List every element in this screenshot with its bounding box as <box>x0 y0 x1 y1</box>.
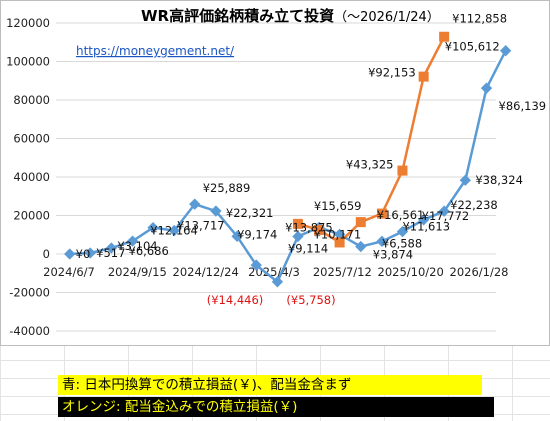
data-label: ¥25,889 <box>203 181 251 195</box>
y-tick-label: -20000 <box>9 286 50 300</box>
data-label: ¥38,324 <box>475 173 523 187</box>
blog-url[interactable]: https://moneygement.net/ <box>76 44 235 58</box>
marker-point <box>418 71 429 82</box>
x-axis-ticks: 2024/6/7 2024/9/15 2024/12/24 2025/4/3 2025/… <box>43 265 508 279</box>
data-label: ¥12,164 <box>150 224 198 238</box>
y-tick-label: 60000 <box>13 132 50 146</box>
marker-point <box>355 217 366 228</box>
data-label: (¥5,758) <box>286 293 335 307</box>
data-label: ¥16,561 <box>377 208 425 222</box>
gridlines <box>56 22 496 332</box>
data-label: ¥15,659 <box>314 199 362 213</box>
marker-point <box>231 230 243 242</box>
data-label: ¥517 <box>96 246 125 260</box>
x-tick-label: 2026/1/28 <box>450 265 509 279</box>
y-tick-label: 80000 <box>13 93 50 107</box>
marker-point <box>189 198 201 210</box>
data-label: ¥3,104 <box>117 239 157 253</box>
marker-point <box>438 205 450 217</box>
data-label: ¥9,114 <box>288 241 328 255</box>
marker-point <box>292 218 303 229</box>
y-tick-label: 40000 <box>13 170 50 184</box>
x-tick-label: 2025/7/12 <box>313 265 372 279</box>
marker-point <box>480 82 493 94</box>
data-label: ¥92,153 <box>368 66 416 80</box>
marker-point <box>417 214 430 226</box>
data-label: ¥17,772 <box>422 209 470 223</box>
data-label: ¥105,612 <box>445 40 500 54</box>
line-chart: WR高評価銘柄積み立て投資（〜2026/1/24） https://moneyg… <box>6 7 546 338</box>
marker-point <box>168 224 180 237</box>
y-tick-label: 0 <box>43 247 50 261</box>
marker-point <box>499 45 512 57</box>
data-label: (¥14,446) <box>207 293 264 307</box>
y-tick-label: 100000 <box>6 55 50 69</box>
data-labels: ¥0 ¥517¥3,104¥6,686 ¥13,717¥12,164 ¥25,889 ¥… <box>76 12 546 307</box>
y-tick-label: 20000 <box>13 209 50 223</box>
data-label: ¥22,238 <box>450 198 498 212</box>
y-tick-label: -40000 <box>9 324 50 338</box>
marker-point <box>355 240 367 253</box>
data-label: ¥3,874 <box>373 248 413 262</box>
x-tick-label: 2024/9/15 <box>108 265 167 279</box>
marker-point <box>250 259 262 271</box>
marker-point <box>396 225 409 238</box>
marker-point <box>210 205 222 217</box>
data-label: ¥112,858 <box>452 12 507 26</box>
data-label: ¥22,321 <box>226 206 274 220</box>
data-label: ¥13,875 <box>285 220 333 234</box>
marker-point <box>459 174 471 186</box>
marker-point <box>292 230 304 243</box>
marker-point <box>439 31 450 42</box>
data-label: ¥86,139 <box>499 99 547 113</box>
marker-point <box>334 237 345 248</box>
marker-point <box>376 208 387 219</box>
x-tick-label: 2025/10/20 <box>378 265 444 279</box>
legend-blue: 青: 日本円換算での積立損益(￥)、配当金含まず <box>58 375 482 395</box>
data-label: ¥43,325 <box>346 158 394 172</box>
chart-title-sub: （〜2026/1/24） <box>334 10 440 25</box>
y-axis-ticks: -40000 -20000 0 20000 40000 60000 80000 100000 1… <box>6 16 50 338</box>
data-label: ¥11,613 <box>402 220 450 234</box>
marker-point <box>376 235 388 247</box>
data-label: ¥6,588 <box>382 236 422 250</box>
series-line <box>69 50 507 284</box>
data-label: ¥10,171 <box>314 227 362 241</box>
marker-point <box>271 276 284 288</box>
marker-point <box>64 248 76 260</box>
marker-point <box>147 221 159 234</box>
marker-point <box>314 224 325 235</box>
x-tick-label: 2024/6/7 <box>43 265 95 279</box>
chart-title: WR高評価銘柄積み立て投資（〜2026/1/24） <box>141 7 440 25</box>
y-tick-label: 120000 <box>6 16 50 30</box>
data-label: ¥9,174 <box>237 227 277 241</box>
legend-orange: オレンジ: 配当金込みでの積立損益(￥) <box>58 397 494 417</box>
marker-point <box>333 228 346 241</box>
chart-area[interactable]: WR高評価銘柄積み立て投資（〜2026/1/24） https://moneyg… <box>0 0 550 346</box>
data-label: ¥0 <box>76 247 91 261</box>
marker-point <box>397 165 408 176</box>
data-label: ¥6,686 <box>129 244 169 258</box>
chart-title-main: WR高評価銘柄積み立て投資 <box>141 7 334 25</box>
x-tick-label: 2024/12/24 <box>173 265 239 279</box>
data-label: ¥13,717 <box>177 219 225 233</box>
